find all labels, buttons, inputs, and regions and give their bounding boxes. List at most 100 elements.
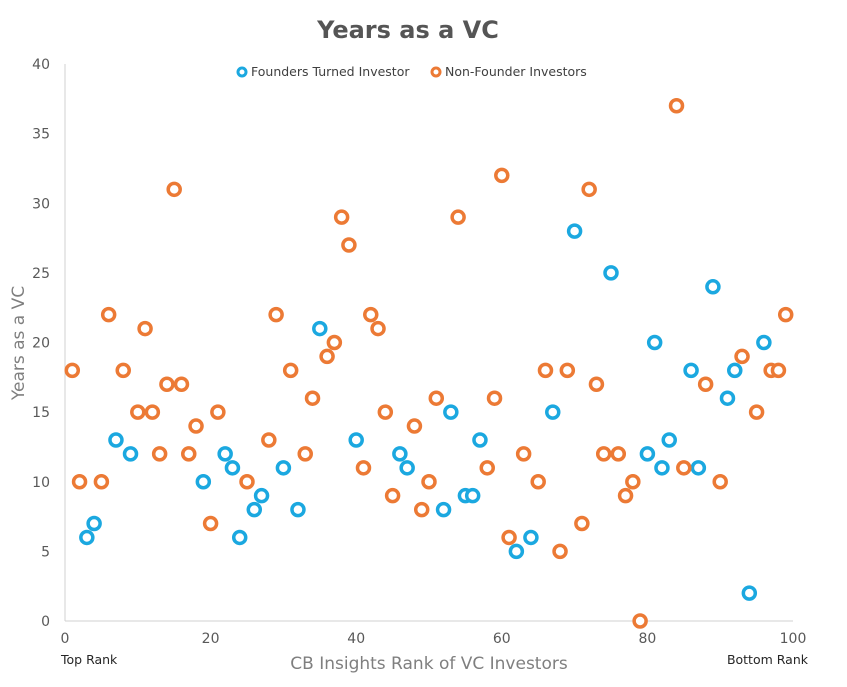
non-founder-point (363, 306, 379, 323)
non-founder-point (581, 181, 597, 198)
non-founder-point (166, 181, 182, 198)
non-founder-point (486, 390, 503, 406)
legend-label-founders: Founders Turned Investor (251, 64, 410, 79)
non-founder-point (617, 487, 634, 504)
x-tick-label: 100 (780, 631, 807, 647)
founders-point (253, 487, 270, 504)
x-axis-label: CB Insights Rank of VC Investors (290, 654, 568, 674)
chart-title: Years as a VC (316, 16, 499, 44)
founders-point (246, 501, 263, 518)
founders-point (392, 446, 408, 462)
non-founder-point (668, 98, 685, 114)
non-founder-point (588, 376, 605, 393)
non-founder-point (71, 474, 88, 490)
non-founder-point (64, 362, 81, 379)
founders-point (705, 279, 721, 295)
founders-point (399, 460, 415, 476)
non-founder-point (559, 362, 576, 379)
non-founder-point (770, 362, 787, 379)
non-founder-point (188, 418, 204, 434)
non-founder-point (676, 460, 692, 476)
non-founder-point (610, 446, 627, 462)
founders-point (661, 432, 677, 448)
y-axis-label: Years as a VC (9, 286, 29, 401)
founders-point (224, 460, 241, 476)
non-founder-point (515, 446, 532, 462)
non-founder-point (304, 390, 321, 406)
y-tick-label: 25 (32, 266, 50, 282)
founders-point (79, 529, 95, 546)
x-tick-label: 60 (493, 631, 511, 647)
legend-label-non-founders: Non-Founder Investors (445, 64, 587, 79)
non-founder-point (93, 474, 110, 490)
non-founder-point (413, 501, 430, 518)
founders-point (217, 446, 233, 462)
non-founder-point (479, 460, 495, 476)
x-tick-label: 80 (638, 631, 656, 647)
non-founder-point (777, 306, 794, 323)
non-founder-point (297, 446, 313, 462)
non-founder-point (333, 209, 350, 225)
y-tick-label: 30 (32, 196, 50, 212)
founders-point (683, 362, 699, 379)
y-tick-label: 35 (32, 127, 50, 143)
founders-point (312, 320, 328, 337)
y-tick-label: 0 (41, 614, 50, 630)
y-tick-label: 10 (32, 475, 50, 491)
founders-point (86, 515, 102, 532)
founders-point (290, 501, 306, 518)
legend-marker-founders (236, 66, 248, 78)
non-founder-point (210, 404, 226, 420)
non-founder-point (377, 404, 394, 420)
non-founder-point (712, 474, 728, 490)
non-founder-point (202, 515, 219, 532)
x-tick-labels: 0 20 40 60 80 100 (61, 631, 807, 647)
founders-point (654, 460, 670, 476)
non-founder-point (632, 613, 648, 629)
non-founder-point (341, 237, 357, 253)
non-founder-point (319, 348, 335, 365)
y-tick-labels: 0 5 10 15 20 25 30 35 40 (32, 57, 50, 630)
non-founder-point (115, 362, 131, 379)
founders-point (195, 474, 212, 490)
x-start-note: Top Rank (60, 652, 118, 667)
founders-point (231, 529, 248, 546)
non-founder-point (748, 404, 765, 420)
founders-point (523, 529, 539, 546)
x-end-note: Bottom Rank (727, 652, 809, 667)
non-founder-point (552, 543, 568, 560)
non-founder-point (130, 404, 146, 420)
non-founder-point (494, 167, 510, 184)
founders-point (545, 404, 561, 420)
non-founder-point (697, 376, 714, 393)
founders-point (719, 390, 736, 406)
non-founder-point (173, 376, 190, 393)
founders-point (348, 432, 364, 448)
non-founder-point (151, 446, 168, 462)
founders-point (756, 334, 772, 351)
x-tick-label: 40 (347, 631, 365, 647)
non-founder-point (501, 529, 517, 546)
non-founder-point (282, 362, 299, 379)
founders-point (275, 460, 292, 476)
legend-marker-non-founders (430, 66, 442, 78)
founders-point (435, 501, 452, 518)
non-founder-point (326, 334, 343, 351)
founders-point (122, 446, 139, 462)
data-points (64, 98, 794, 629)
non-founder-point (239, 474, 255, 490)
founders-point (603, 265, 619, 281)
non-founder-point (159, 376, 175, 393)
legend: Founders Turned Investor Non-Founder Inv… (236, 64, 587, 79)
founders-point (443, 404, 459, 420)
non-founder-point (734, 348, 750, 365)
axes (64, 64, 793, 622)
non-founder-point (370, 320, 386, 337)
founders-point (472, 432, 488, 448)
non-founder-point (100, 306, 117, 323)
non-founder-point (406, 418, 423, 434)
founders-point (508, 543, 525, 560)
non-founder-point (144, 404, 161, 420)
y-tick-label: 40 (32, 57, 50, 73)
